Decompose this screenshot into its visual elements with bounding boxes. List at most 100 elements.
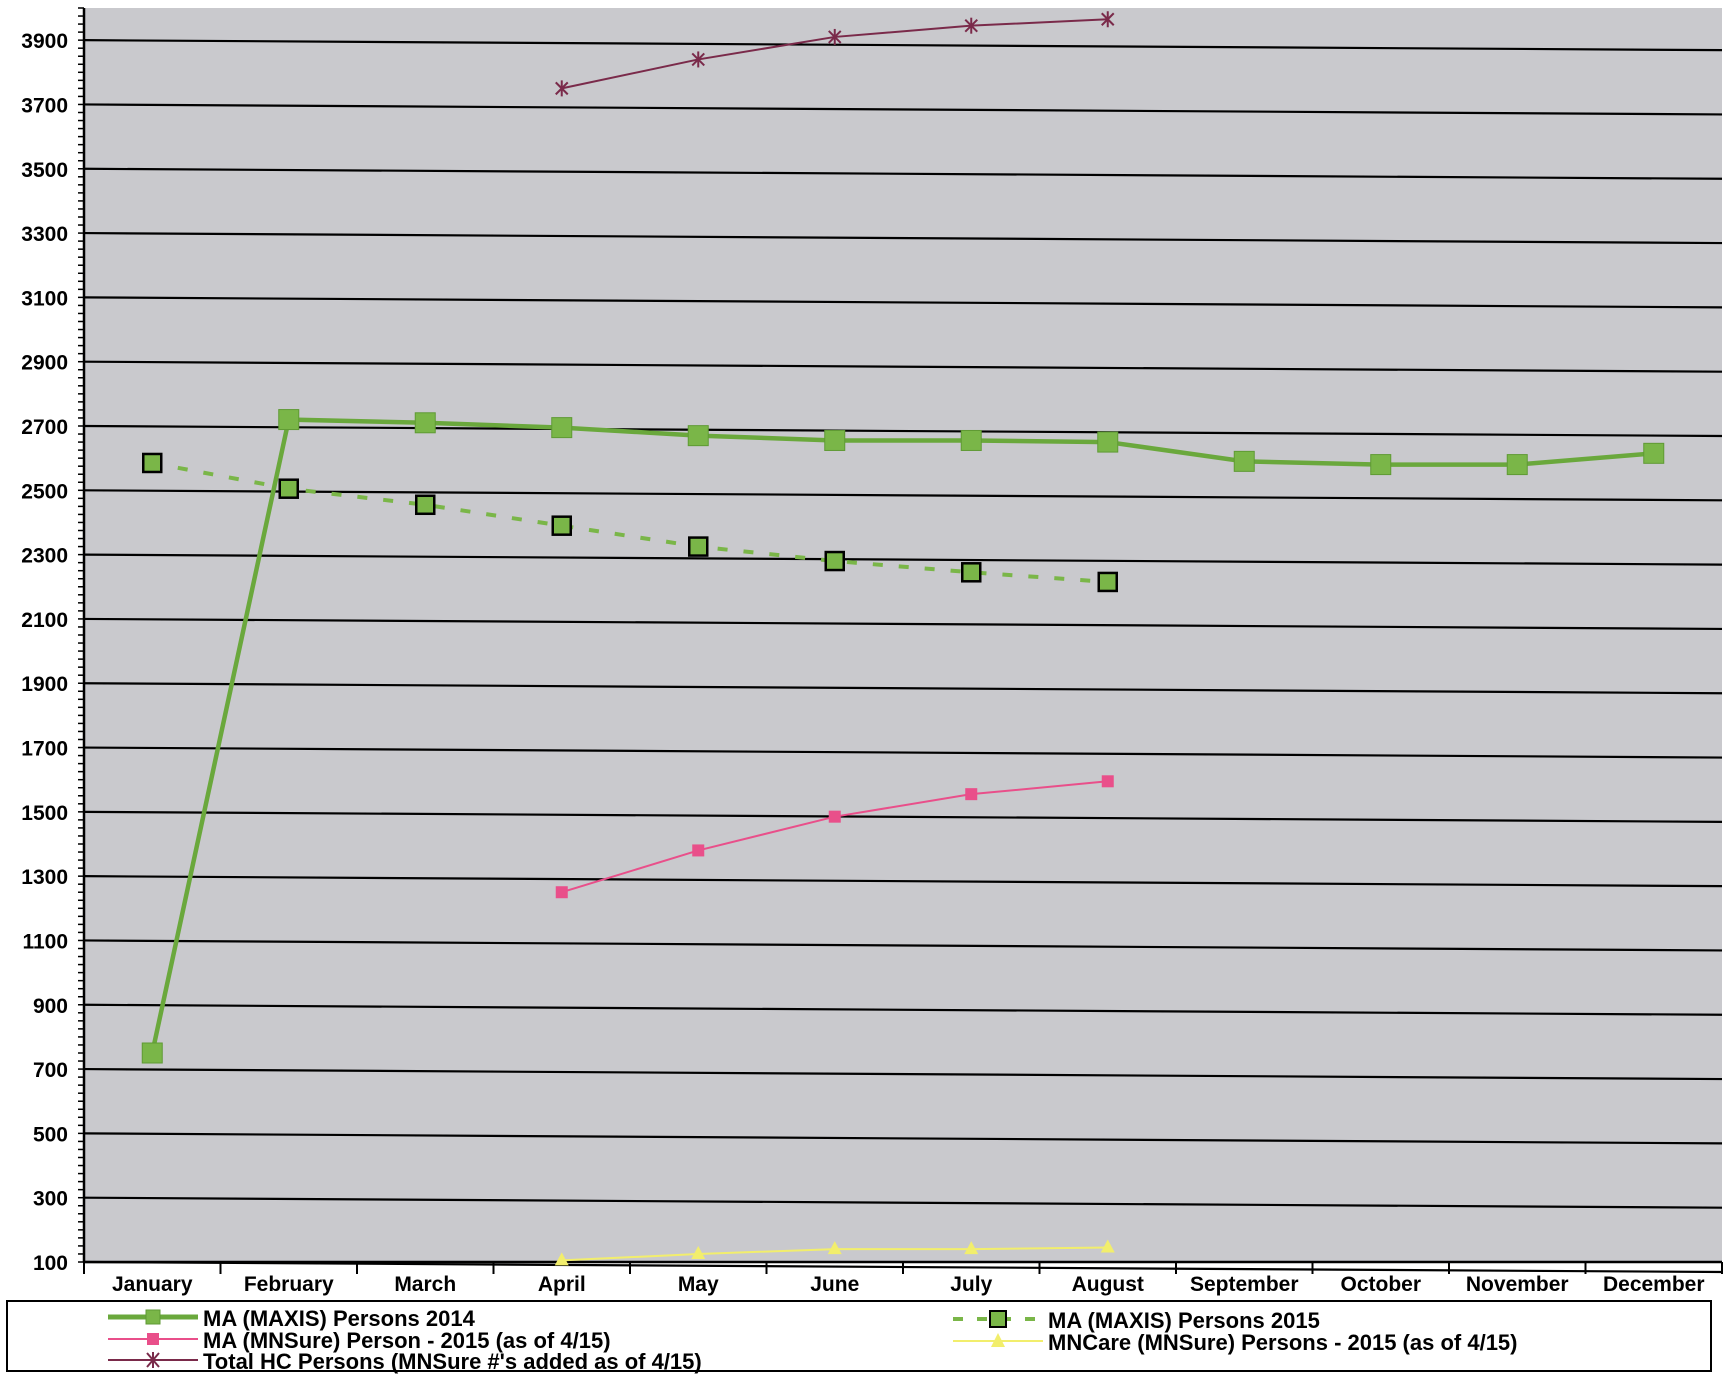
x-tick-label: May: [678, 1273, 719, 1296]
mncare-2015-point: [554, 1252, 569, 1266]
legend-swatch-ma-maxis-2015: [953, 1306, 1043, 1332]
y-tick-label: 2300: [21, 545, 68, 568]
gridline: [83, 103, 1723, 116]
legend-swatch-ma-maxis-2014: [108, 1306, 198, 1328]
ma-maxis-2014-line: [150, 417, 1654, 1054]
total-hc-point: [691, 51, 705, 68]
y-tick-label: 3300: [21, 223, 68, 246]
ma-maxis-2014-point: [1233, 450, 1255, 472]
mncare-2015-point: [691, 1245, 706, 1259]
x-tick-label: February: [244, 1273, 334, 1296]
gridline: [83, 939, 1723, 952]
x-tick-label: January: [112, 1273, 193, 1296]
ma-maxis-2015-point: [142, 452, 163, 474]
mncare-2015-point: [964, 1241, 979, 1255]
total-hc-point: [555, 80, 569, 97]
ma-maxis-2014-point: [141, 1042, 163, 1064]
gridlines: [83, 39, 1723, 1274]
x-tick-label: August: [1072, 1273, 1144, 1296]
ma-maxis-2014-point: [414, 412, 436, 434]
gridline: [83, 231, 1723, 245]
y-tick-label: 500: [33, 1123, 68, 1146]
ma-mnsure-2015-point: [1101, 775, 1114, 788]
gridline: [83, 810, 1723, 823]
y-tick-label: 300: [33, 1188, 68, 1211]
mncare-2015-point: [1100, 1239, 1115, 1253]
ma-maxis-2014-point: [1643, 442, 1665, 464]
ma-maxis-2014-point: [960, 429, 982, 451]
mncare-2015-point: [827, 1241, 842, 1255]
gridline: [83, 746, 1723, 759]
ma-maxis-2015-point: [688, 536, 709, 557]
gridline: [83, 682, 1723, 695]
y-tick-label: 2100: [21, 609, 68, 632]
ma-mnsure-2015-point: [692, 844, 705, 857]
y-tick-label: 2700: [21, 416, 68, 439]
ma-maxis-2014-point: [1370, 454, 1392, 476]
total-hc-point: [828, 28, 842, 45]
ma-maxis-2014-point: [278, 409, 300, 431]
gridline: [83, 617, 1723, 631]
ma-maxis-2014-point: [687, 425, 709, 447]
gridline: [83, 1003, 1723, 1016]
ma-mnsure-2015-point: [828, 810, 841, 823]
y-tick-label: 700: [33, 1059, 68, 1082]
gridline: [83, 39, 1723, 52]
gridline: [83, 1132, 1723, 1145]
x-tick-label: July: [950, 1273, 992, 1296]
ma-mnsure-2015-point: [965, 788, 978, 801]
legend-swatch-mncare-2015: [953, 1330, 1043, 1352]
ma-mnsure-2015-point: [555, 886, 568, 899]
legend-label-ma-maxis-2014: MA (MAXIS) Persons 2014: [203, 1306, 475, 1331]
ma-maxis-2015-point: [824, 550, 845, 572]
x-tick-label: December: [1603, 1273, 1705, 1296]
ma-maxis-2014-point: [1506, 454, 1528, 476]
gridline: [83, 489, 1723, 502]
ma-maxis-2014-point: [1097, 431, 1119, 453]
y-tick-label: 100: [33, 1252, 68, 1275]
y-tick-label: 1500: [21, 802, 68, 825]
legend-label-ma-maxis-2015: MA (MAXIS) Persons 2015: [1048, 1308, 1320, 1333]
total-hc-point: [964, 17, 978, 34]
ma-maxis-2015-point: [551, 515, 572, 536]
y-tick-label: 3100: [21, 287, 68, 310]
legend-swatch-ma-mnsure-2015: [108, 1328, 198, 1350]
x-tick-label: October: [1340, 1273, 1421, 1296]
ma-maxis-2015-point: [1097, 571, 1118, 593]
plot-area: [84, 8, 1722, 1262]
gridline: [83, 875, 1723, 888]
y-tick-label: 3500: [21, 159, 68, 182]
y-tick-label: 1900: [21, 673, 68, 696]
y-tick-label: 3900: [21, 30, 68, 53]
x-tick-label: April: [538, 1273, 586, 1296]
x-tick-label: September: [1190, 1273, 1299, 1296]
y-tick-label: 3700: [21, 94, 68, 117]
gridline: [83, 296, 1723, 309]
ma-maxis-2015-line: [151, 461, 1108, 584]
y-tick-label: 1100: [22, 930, 68, 953]
gridline: [83, 1196, 1723, 1209]
x-tick-label: November: [1466, 1273, 1569, 1296]
legend-swatch-total-hc: [108, 1349, 198, 1371]
y-tick-label: 1700: [21, 738, 68, 761]
gridline: [83, 1067, 1723, 1081]
legend-label-mncare-2015: MNCare (MNSure) Persons - 2015 (as of 4/…: [1048, 1330, 1518, 1355]
legend: MA (MAXIS) Persons 2014 MA (MNSure) Pers…: [6, 1300, 1712, 1374]
gridline: [83, 167, 1723, 180]
y-tick-label: 900: [33, 995, 68, 1018]
y-tick-label: 2900: [21, 352, 68, 375]
legend-label-total-hc: Total HC Persons (MNSure #'s added as of…: [203, 1349, 702, 1374]
ma-maxis-2015-point: [961, 562, 982, 583]
total-hc-point: [1101, 11, 1115, 28]
ma-maxis-2014-point: [551, 417, 573, 439]
x-tick-label: June: [810, 1273, 859, 1296]
gridline: [83, 424, 1723, 438]
gridline: [83, 360, 1723, 373]
legend-label-ma-mnsure-2015: MA (MNSure) Person - 2015 (as of 4/15): [203, 1328, 611, 1353]
y-tick-label: 1300: [21, 866, 68, 889]
y-tick-label: 2500: [21, 480, 68, 503]
ma-maxis-2014-point: [824, 429, 846, 451]
gridline: [83, 553, 1723, 566]
ma-maxis-2015-point: [415, 494, 436, 516]
